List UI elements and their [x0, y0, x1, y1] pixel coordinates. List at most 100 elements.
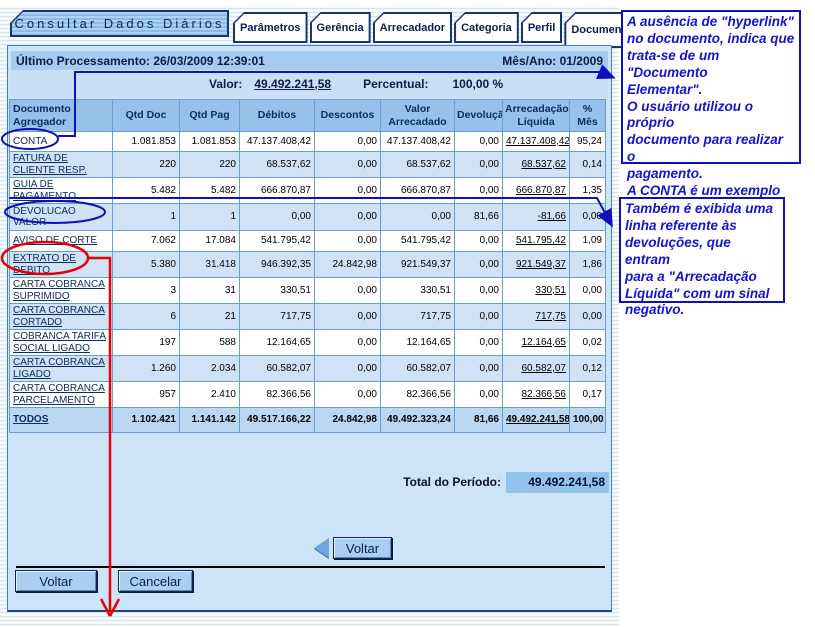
value-cell: 0,17: [569, 381, 606, 408]
value-cell: 0,00: [314, 381, 381, 408]
arrecadacao-liquida-link[interactable]: 49.492.241,58: [502, 407, 570, 433]
value-cell: 82.366,56: [380, 381, 455, 408]
arrecadacao-liquida-link[interactable]: 68.537,62: [502, 151, 570, 178]
arrecadacao-liquida-link[interactable]: 47.137.408,42: [502, 131, 570, 152]
arrecadacao-liquida-link[interactable]: 330,51: [502, 277, 570, 304]
value-cell: 12.164,65: [239, 329, 315, 356]
page-title: Consultar Dados Diários: [14, 16, 225, 31]
value-cell: 1.081.853: [179, 131, 240, 152]
doc-link[interactable]: TODOS: [9, 407, 113, 433]
value-cell: 330,51: [380, 277, 455, 304]
doc-link[interactable]: CARTA COBRANCA LIGADO: [9, 355, 113, 382]
arrecadacao-liquida-link[interactable]: -81,66: [502, 203, 570, 231]
doc-label: DEVOLUCAO VALOR: [9, 203, 113, 231]
value-cell: 330,51: [239, 277, 315, 304]
value-cell: 24.842,98: [314, 407, 381, 433]
value-cell: 0,12: [569, 355, 606, 382]
doc-link[interactable]: EXTRATO DE DEBITO: [9, 251, 113, 278]
value-cell: 1: [179, 203, 240, 231]
value-cell: 5.482: [112, 177, 180, 204]
value-cell: 60.582,07: [380, 355, 455, 382]
tab-inner: Gerência: [311, 14, 369, 41]
value-cell: 666.870,87: [380, 177, 455, 204]
doc-link[interactable]: CARTA COBRANCA SUPRIMIDO: [9, 277, 113, 304]
doc-link[interactable]: GUIA DE PAGAMENTO: [9, 177, 113, 204]
value-cell: 95,24: [569, 131, 606, 152]
column-header: Documento Agregador: [9, 99, 113, 132]
value-cell: 68.537,62: [380, 151, 455, 178]
percentual-label: Percentual:: [363, 76, 429, 91]
doc-link[interactable]: AVISO DE CORTE: [9, 230, 113, 252]
value-cell: 3: [112, 277, 180, 304]
column-header: Devolução: [454, 99, 503, 132]
column-header: Qtd Doc: [112, 99, 180, 132]
column-header: Qtd Pag: [179, 99, 240, 132]
voltar-button[interactable]: Voltar: [15, 570, 97, 592]
value-cell: 0,00: [314, 230, 381, 252]
value-cell: 7.062: [112, 230, 180, 252]
value-cell: 0,00: [314, 355, 381, 382]
value-cell: 220: [112, 151, 180, 178]
mid-back-group: Voltar: [314, 537, 392, 559]
doc-link[interactable]: FATURA DE CLIENTE RESP.: [9, 151, 113, 178]
value-cell: 47.137.408,42: [380, 131, 455, 152]
value-cell: 12.164,65: [380, 329, 455, 356]
footer-divider: [16, 566, 605, 568]
value-cell: 1.081.853: [112, 131, 180, 152]
value-cell: 17.084: [179, 230, 240, 252]
arrecadacao-liquida-link[interactable]: 82.366,56: [502, 381, 570, 408]
doc-link[interactable]: COBRANCA TARIFA SOCIAL LIGADO: [9, 329, 113, 356]
arrecadacao-liquida-link[interactable]: 666.870,87: [502, 177, 570, 204]
value-cell: 47.137.408,42: [239, 131, 315, 152]
value-cell: 0,00: [569, 277, 606, 304]
doc-link[interactable]: CARTA COBRANCA CORTADO: [9, 303, 113, 330]
info-bar: Último Processamento: 26/03/2009 12:39:0…: [11, 51, 608, 70]
tab-categoria[interactable]: Categoria: [454, 12, 519, 43]
arrecadacao-liquida-link[interactable]: 541.795,42: [502, 230, 570, 252]
table-row: AVISO DE CORTE 7.062 17.084 541.795,42 0,00 5…: [9, 230, 606, 252]
tab-gerencia[interactable]: Gerência: [309, 12, 371, 43]
arrecadacao-liquida-link[interactable]: 60.582,07: [502, 355, 570, 382]
value-cell: 1: [112, 203, 180, 231]
voltar-mid-button[interactable]: Voltar: [333, 537, 392, 559]
value-cell: 2.410: [179, 381, 240, 408]
back-triangle-icon[interactable]: [314, 538, 329, 558]
last-processing-label: Último Processamento: 26/03/2009 12:39:0…: [16, 53, 265, 68]
tab-parametros[interactable]: Parâmetros: [233, 12, 308, 43]
cancelar-button[interactable]: Cancelar: [118, 570, 193, 592]
value-cell: 0,00: [454, 151, 503, 178]
main-panel: Último Processamento: 26/03/2009 12:39:0…: [7, 45, 612, 612]
title-bar-stripes: Consultar Dados Diários: [12, 12, 227, 35]
column-header: % Mês: [569, 99, 606, 132]
value-cell: 220: [179, 151, 240, 178]
arrecadacao-liquida-link[interactable]: 717,75: [502, 303, 570, 330]
annotation-note-elementar: A ausência de "hyperlink" no documento, …: [621, 10, 801, 215]
value-cell: 541.795,42: [380, 230, 455, 252]
value-cell: 717,75: [380, 303, 455, 330]
arrecadacao-liquida-link[interactable]: 921.549,37: [502, 251, 570, 278]
tab-arrecadador[interactable]: Arrecadador: [372, 12, 453, 43]
value-cell: 0,00: [454, 230, 503, 252]
value-cell: 0,00: [314, 329, 381, 356]
doc-link[interactable]: CARTA COBRANCA PARCELAMENTO: [9, 381, 113, 408]
value-cell: 31: [179, 277, 240, 304]
documents-table: Documento Agregador Qtd Doc Qtd Pag Débitos…: [9, 99, 606, 433]
value-cell: 0,00: [569, 203, 606, 231]
arrecadacao-liquida-link[interactable]: 12.164,65: [502, 329, 570, 356]
tab-label: Arrecadador: [379, 21, 446, 34]
value-cell: 921.549,37: [380, 251, 455, 278]
table-row: FATURA DE CLIENTE RESP. 220 220 68.537,62 0,…: [9, 151, 606, 178]
valor-label: Valor:: [209, 76, 243, 91]
valor-value[interactable]: 49.492.241,58: [254, 76, 332, 91]
tab-inner: Parâmetros: [235, 14, 306, 41]
tab-label: Documento: [571, 24, 632, 36]
value-cell: 588: [179, 329, 240, 356]
value-cell: 0,00: [454, 251, 503, 278]
value-cell: 0,00: [314, 177, 381, 204]
table-row: CARTA COBRANCA SUPRIMIDO 3 31 330,51 0,00 330…: [9, 277, 606, 304]
value-cell: 31.418: [179, 251, 240, 278]
value-cell: 0,00: [314, 277, 381, 304]
value-cell: 541.795,42: [239, 230, 315, 252]
tab-perfil[interactable]: Perfil: [520, 12, 563, 43]
